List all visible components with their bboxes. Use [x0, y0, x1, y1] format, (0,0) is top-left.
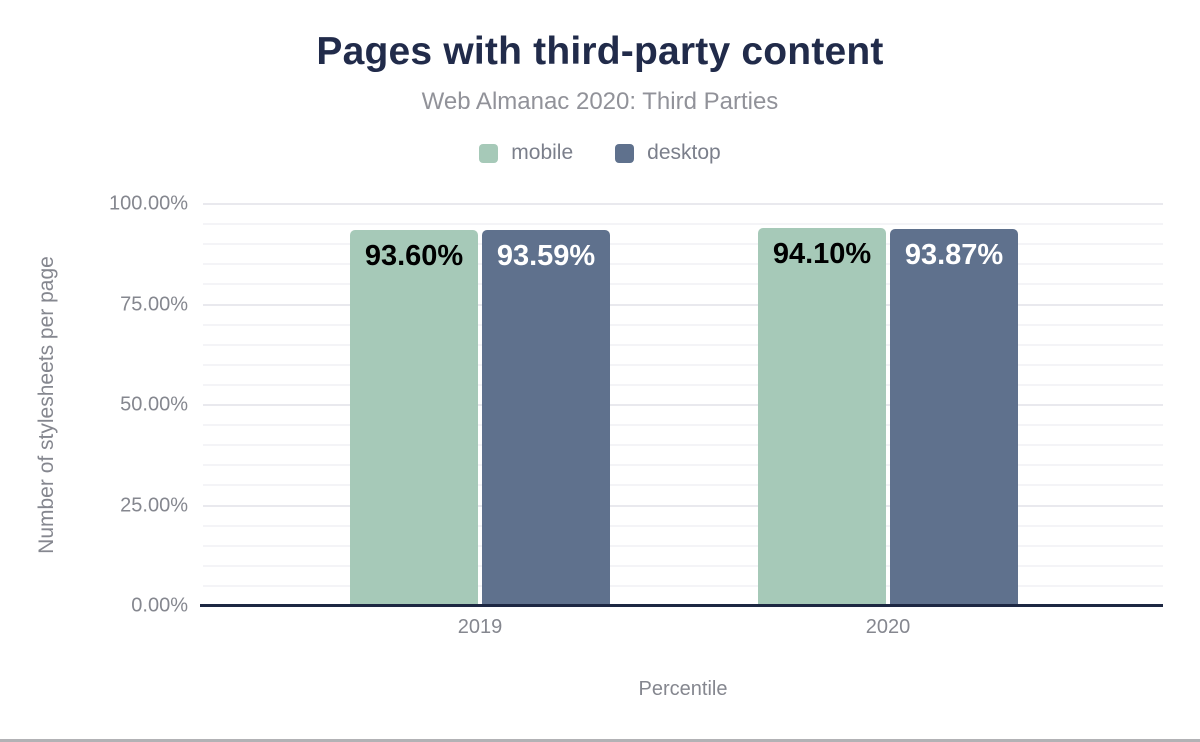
y-tick-100: 100.00% [109, 192, 188, 215]
gridline-25 [203, 504, 1163, 507]
y-axis-ticks: 0.00% 25.00% 50.00% 75.00% 100.00% [0, 193, 188, 617]
bar-value-label: 93.59% [496, 239, 596, 272]
legend-swatch-desktop [615, 143, 635, 163]
x-tick-2019: 2019 [457, 616, 503, 638]
x-axis-ticks: 2019 2020 [203, 616, 1163, 640]
x-axis-title: Percentile [638, 678, 728, 700]
gridline-20 [203, 524, 1163, 527]
chart-title: Pages with third-party content [316, 30, 884, 73]
legend: mobile desktop [0, 141, 1200, 165]
plot-area: 93.60% 93.59% 94.10% 93.87% [200, 203, 1163, 607]
y-tick-50: 50.00% [120, 393, 188, 416]
bar-2020-desktop: 93.87% [890, 228, 1018, 606]
gridline-75 [203, 303, 1163, 306]
chart-subtitle: Web Almanac 2020: Third Parties [421, 88, 779, 115]
gridline-80 [203, 283, 1163, 286]
gridline-35 [203, 464, 1163, 467]
gridline-85 [203, 263, 1163, 266]
gridline-55 [203, 383, 1163, 386]
bar-2019-desktop: 93.59% [482, 229, 610, 606]
gridline-50 [203, 404, 1163, 406]
gridline-90 [203, 243, 1163, 246]
legend-label: mobile [511, 141, 574, 164]
gridline-30 [203, 484, 1163, 487]
gridline-5 [203, 584, 1163, 587]
bar-value-label: 94.10% [772, 237, 872, 270]
bar-value-label: 93.60% [364, 239, 464, 272]
x-tick-2020: 2020 [865, 616, 911, 638]
bar-2020-mobile: 94.10% [758, 227, 886, 606]
y-tick-0: 0.00% [131, 594, 188, 617]
bottom-border [0, 739, 1200, 742]
gridline-95 [203, 223, 1163, 226]
y-tick-25: 25.00% [120, 494, 188, 516]
gridline-45 [203, 424, 1163, 427]
x-axis-line [200, 604, 1163, 607]
bar-2019-mobile: 93.60% [350, 229, 478, 606]
legend-swatch-mobile [479, 143, 499, 163]
legend-item-mobile: mobile [479, 141, 573, 165]
gridline-100 [203, 203, 1163, 205]
gridline-65 [203, 343, 1163, 346]
gridline-40 [203, 444, 1163, 447]
gridline-10 [203, 564, 1163, 567]
y-tick-75: 75.00% [120, 293, 188, 315]
legend-label: desktop [647, 141, 721, 164]
gridline-15 [203, 544, 1163, 547]
gridline-60 [203, 363, 1163, 366]
gridline-70 [203, 323, 1163, 326]
bar-value-label: 93.87% [904, 238, 1004, 271]
legend-item-desktop: desktop [615, 141, 721, 165]
